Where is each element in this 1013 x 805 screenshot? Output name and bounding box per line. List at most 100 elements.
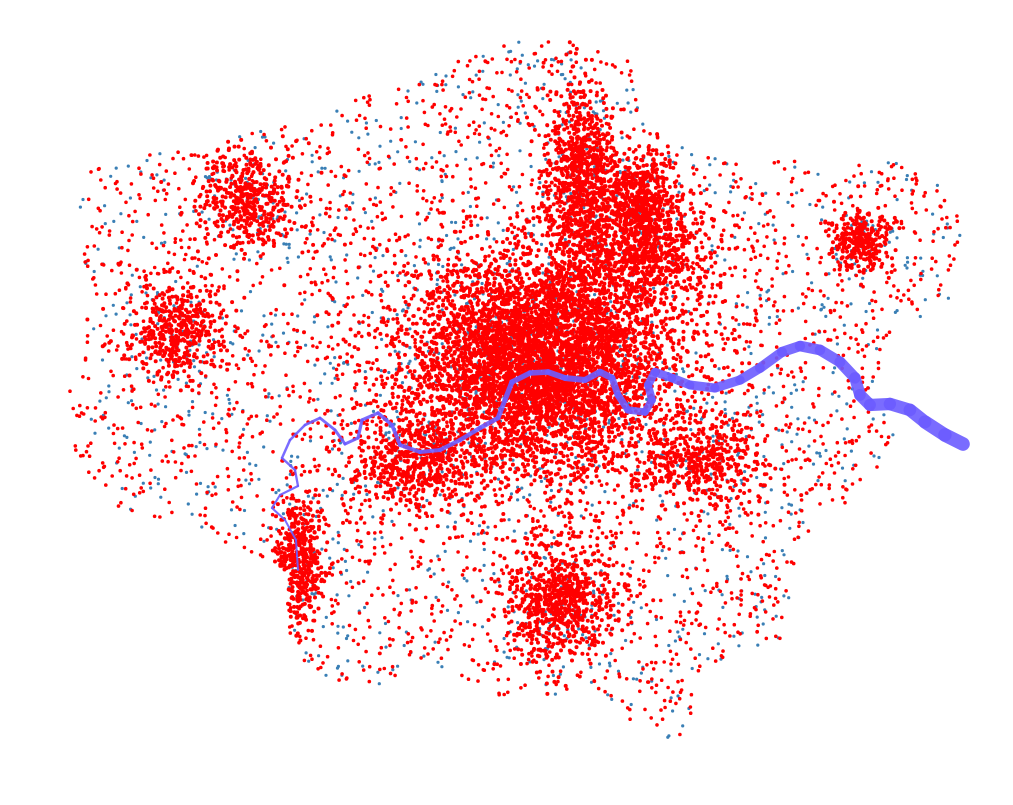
point-red bbox=[291, 389, 296, 394]
point-red bbox=[835, 440, 840, 445]
point-red bbox=[249, 478, 254, 482]
point-red bbox=[659, 708, 663, 712]
point-red bbox=[129, 384, 134, 389]
point-red bbox=[877, 170, 882, 175]
point-red bbox=[627, 73, 632, 77]
point-red bbox=[713, 659, 718, 663]
point-red bbox=[164, 385, 168, 389]
point-blue bbox=[689, 428, 693, 432]
point-red bbox=[498, 584, 502, 588]
point-red bbox=[669, 662, 673, 666]
point-red bbox=[814, 420, 819, 425]
point-blue bbox=[134, 332, 138, 336]
point-blue bbox=[365, 492, 369, 497]
point-red bbox=[838, 272, 842, 277]
point-red bbox=[479, 531, 484, 535]
point-red bbox=[655, 530, 660, 535]
point-red bbox=[196, 154, 201, 158]
point-red bbox=[804, 491, 809, 495]
point-red bbox=[616, 609, 621, 614]
point-red bbox=[676, 474, 681, 478]
point-red bbox=[655, 135, 660, 140]
point-red bbox=[556, 533, 561, 537]
point-red bbox=[367, 388, 372, 392]
point-red bbox=[326, 183, 331, 187]
point-red bbox=[330, 237, 334, 242]
point-red bbox=[367, 94, 372, 98]
point-red bbox=[546, 674, 550, 679]
point-red bbox=[269, 353, 273, 357]
point-red bbox=[680, 678, 684, 683]
point-red bbox=[472, 131, 477, 136]
point-red bbox=[374, 423, 379, 427]
point-red bbox=[444, 174, 449, 179]
point-red bbox=[210, 283, 214, 288]
point-red bbox=[384, 323, 389, 328]
point-red bbox=[741, 322, 746, 326]
point-red bbox=[338, 394, 342, 398]
point-red bbox=[505, 564, 509, 568]
point-red bbox=[829, 310, 833, 315]
point-red bbox=[238, 435, 243, 440]
point-red bbox=[390, 270, 395, 275]
point-red bbox=[594, 81, 598, 85]
point-red bbox=[587, 646, 592, 651]
point-red bbox=[347, 205, 352, 210]
point-blue bbox=[617, 416, 621, 421]
point-red bbox=[910, 206, 915, 211]
point-red bbox=[478, 568, 482, 573]
point-blue bbox=[667, 643, 671, 648]
point-blue bbox=[673, 389, 677, 393]
point-red bbox=[465, 555, 469, 559]
point-red bbox=[249, 414, 254, 419]
point-red bbox=[362, 153, 367, 158]
point-red bbox=[832, 308, 837, 313]
point-red bbox=[410, 555, 415, 559]
point-blue bbox=[453, 293, 457, 297]
point-blue bbox=[221, 448, 225, 452]
point-red bbox=[644, 553, 648, 557]
point-red bbox=[627, 506, 631, 510]
point-blue bbox=[396, 274, 400, 278]
point-blue bbox=[230, 412, 234, 416]
point-red bbox=[436, 598, 441, 603]
point-red bbox=[397, 235, 402, 240]
point-red bbox=[448, 125, 453, 129]
point-blue bbox=[789, 391, 793, 395]
point-red bbox=[393, 562, 397, 567]
point-red bbox=[843, 453, 847, 458]
point-red bbox=[113, 291, 118, 296]
point-red bbox=[470, 637, 475, 642]
point-red bbox=[529, 182, 534, 187]
point-red bbox=[782, 490, 787, 495]
point-red bbox=[380, 211, 384, 215]
point-red bbox=[443, 122, 448, 126]
point-red bbox=[140, 446, 145, 450]
point-red bbox=[871, 375, 875, 379]
point-red bbox=[747, 577, 752, 582]
point-blue bbox=[607, 418, 612, 422]
point-red bbox=[516, 227, 521, 231]
point-red bbox=[450, 628, 454, 632]
point-red bbox=[592, 679, 597, 684]
point-red bbox=[806, 256, 811, 261]
point-red bbox=[609, 693, 613, 698]
point-red bbox=[678, 610, 683, 614]
point-red bbox=[513, 57, 517, 62]
point-blue bbox=[286, 260, 290, 264]
point-red bbox=[274, 307, 279, 312]
point-blue bbox=[349, 579, 353, 584]
point-red bbox=[677, 338, 681, 343]
point-red bbox=[317, 493, 322, 498]
point-blue bbox=[328, 361, 332, 365]
point-blue bbox=[135, 219, 139, 223]
point-red bbox=[690, 621, 694, 626]
point-red bbox=[860, 375, 865, 380]
point-blue bbox=[496, 477, 501, 481]
point-blue bbox=[148, 453, 152, 457]
point-red bbox=[366, 618, 371, 623]
point-red bbox=[270, 512, 275, 517]
point-red bbox=[470, 521, 474, 525]
point-red bbox=[209, 390, 214, 395]
point-blue bbox=[677, 635, 681, 639]
